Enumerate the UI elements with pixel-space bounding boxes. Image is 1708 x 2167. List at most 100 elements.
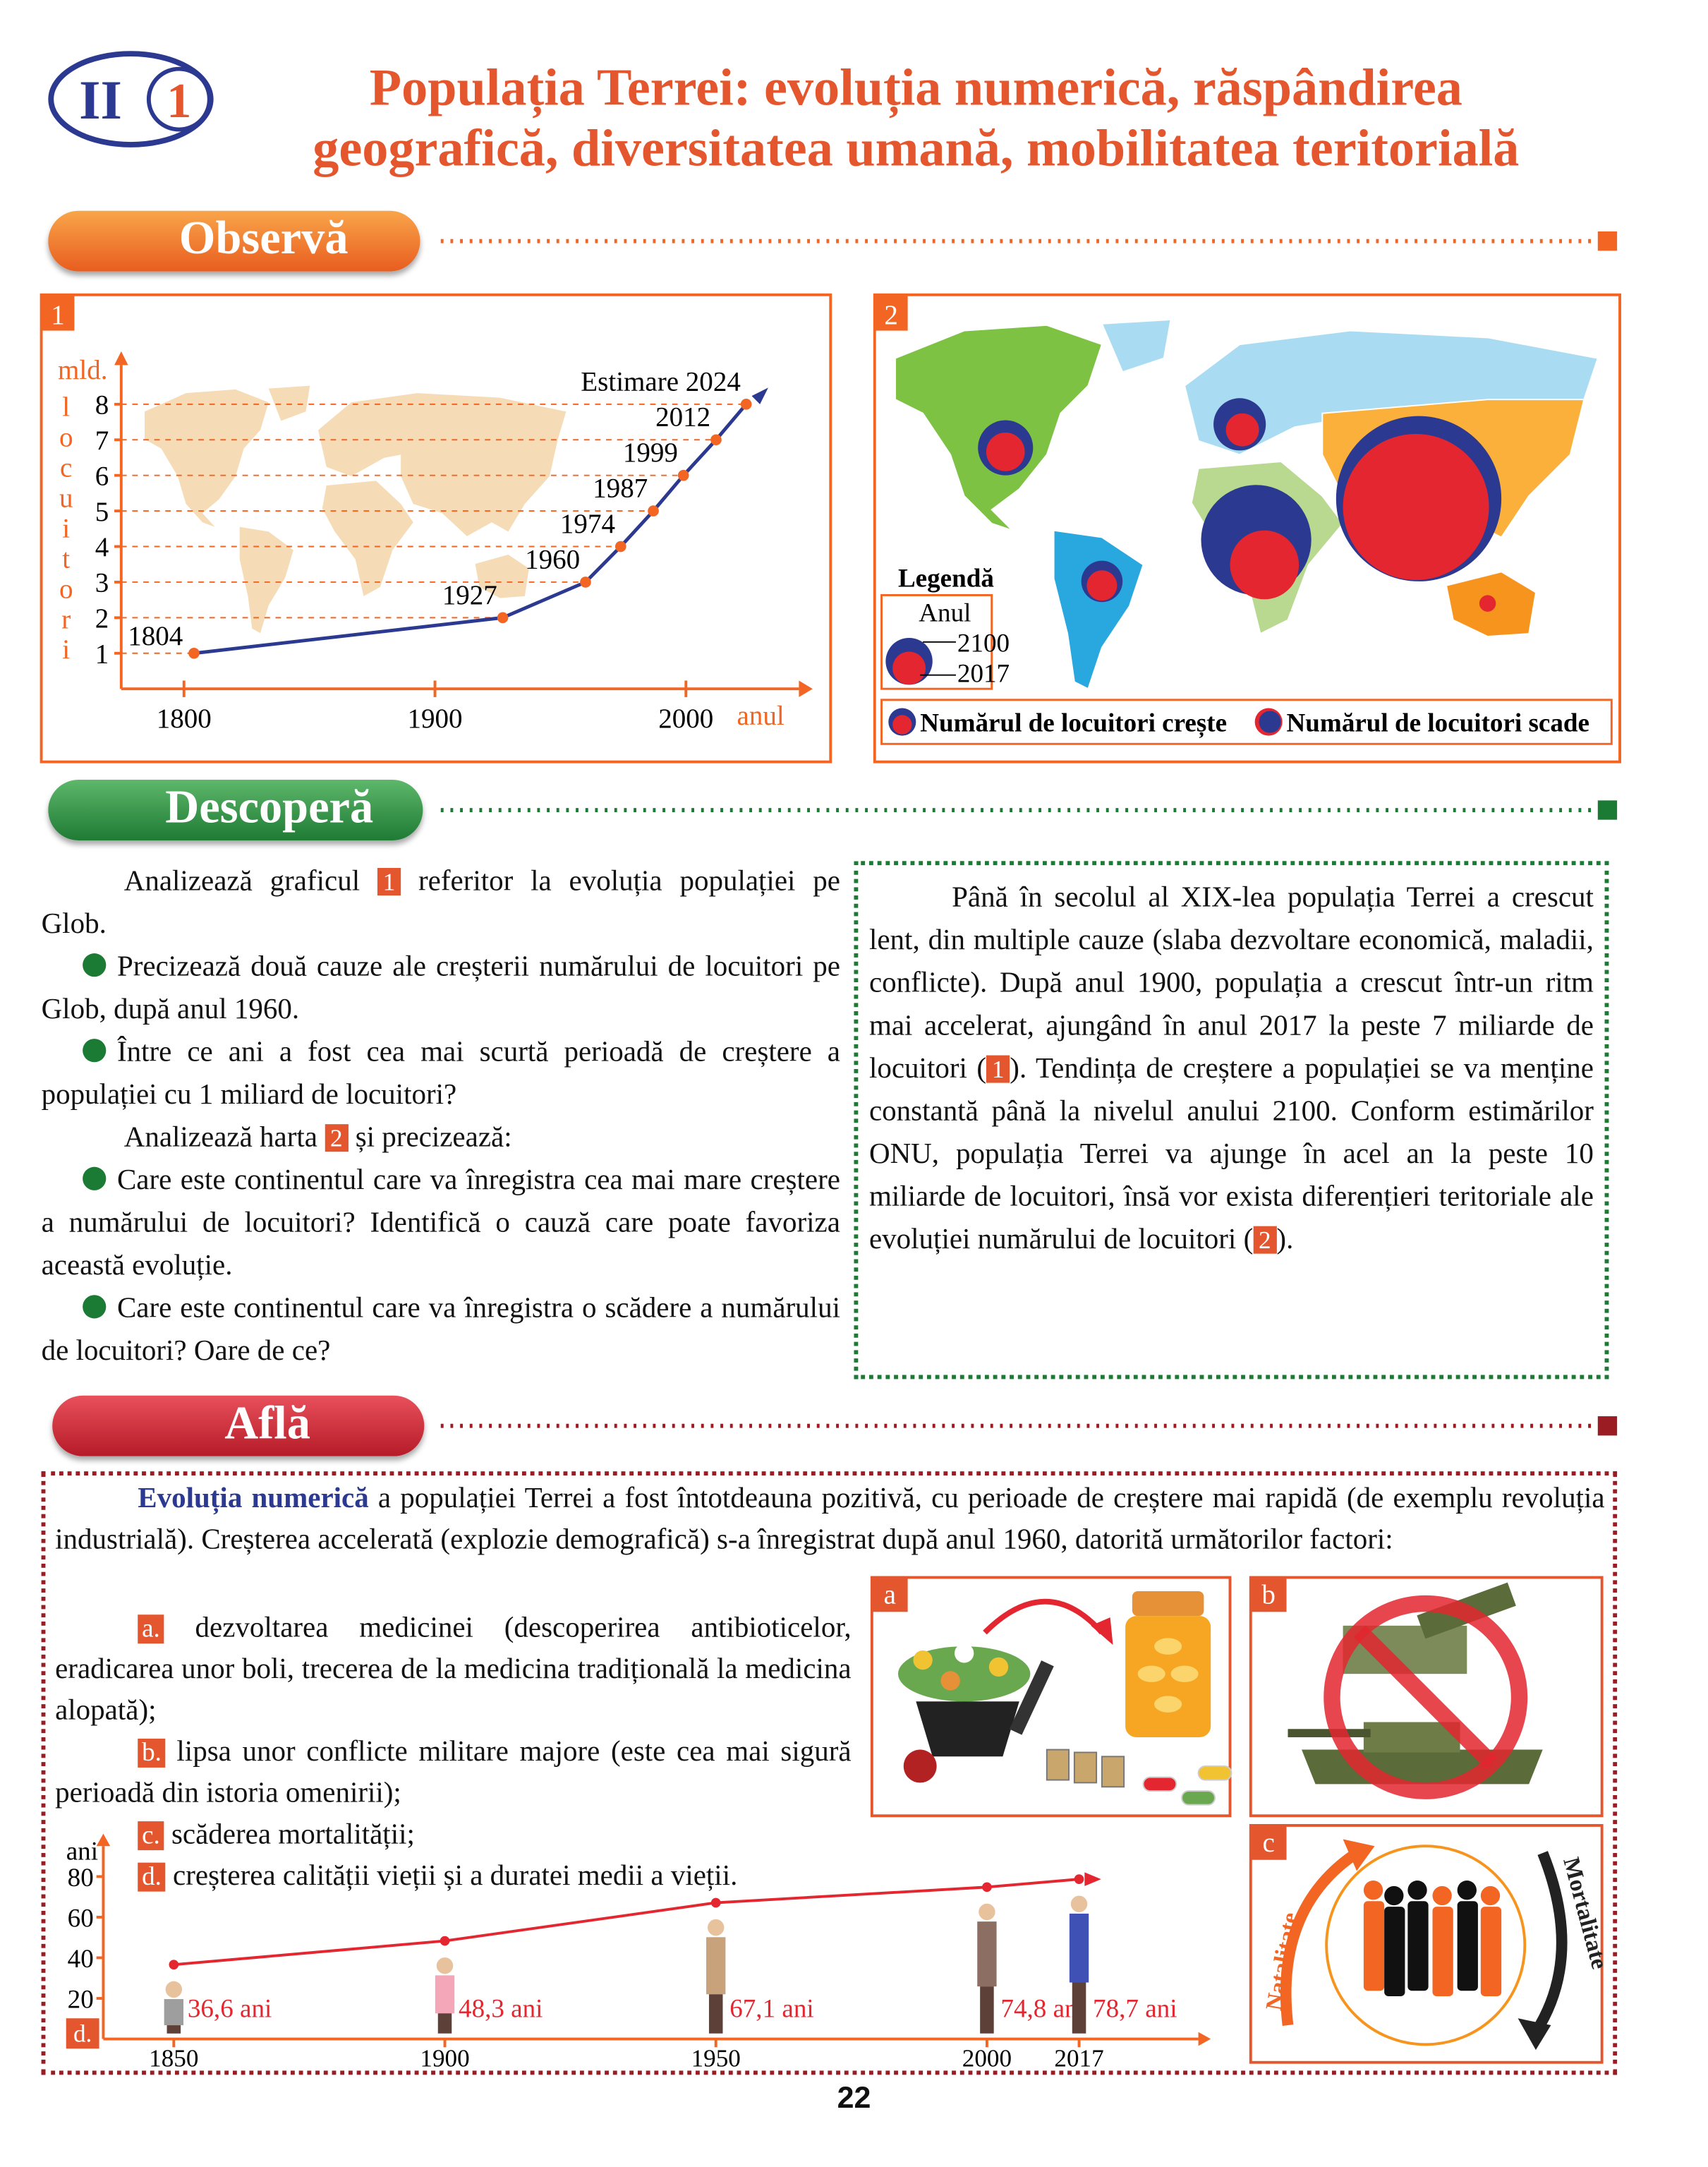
x-axis-arrow: [1198, 2032, 1211, 2046]
text: scăderea mortalității;: [164, 1817, 415, 1851]
spice-jar: [1101, 1756, 1125, 1788]
photo-label: b: [1261, 1580, 1276, 1610]
person-head: [1480, 1885, 1501, 1906]
factor-letter: b.: [138, 1738, 166, 1768]
title: geografică, diversitatea umană, mobilita…: [313, 119, 1520, 178]
key-growth: Numărul de locuitori crește: [920, 709, 1227, 739]
figure-number: 1: [51, 300, 65, 330]
x-tick-label: 1950: [691, 2045, 741, 2072]
legend-inner-label: 2017: [957, 659, 1010, 688]
capsule: [1142, 1776, 1177, 1792]
y-tick-label: 5: [95, 497, 109, 527]
key-box: [880, 699, 1613, 745]
person-head: [1363, 1881, 1383, 1900]
person-head: [436, 1957, 454, 1974]
legend-inner: [892, 651, 926, 685]
photo-label: a: [884, 1580, 896, 1610]
paragraph: Analizează graficul 1 referitor la evolu…: [42, 859, 840, 945]
y-tick-label: 20: [68, 1986, 94, 2015]
value-label: 48,3 ani: [459, 1994, 543, 2023]
pestle: [1009, 1660, 1054, 1735]
afla-box: [41, 1471, 1618, 2075]
factor-letter: d.: [138, 1862, 166, 1892]
y-tick-label: 7: [95, 425, 109, 456]
point-label: 2012: [655, 402, 710, 433]
x-tick-label: 2017: [1054, 2045, 1103, 2072]
question: Între ce ani a fost cea mai scurtă perio…: [42, 1030, 840, 1116]
question: Care este continentul care va înregistra…: [42, 1287, 840, 1372]
population-line: [193, 403, 748, 656]
key-growth-icon: [892, 715, 912, 735]
data-point: [710, 1897, 721, 1908]
value-label: 36,6 ani: [188, 1994, 272, 2023]
factor-list: a. dezvoltarea medicinei (descoperirea a…: [55, 1606, 852, 1896]
bubble-2017: [1230, 530, 1300, 600]
text: Precizează două cauze ale creșterii numă…: [41, 949, 840, 1025]
capsule: [1197, 1765, 1232, 1781]
person-head: [1457, 1881, 1477, 1900]
y-tick-label: 2: [95, 603, 109, 634]
person-body: [1069, 1913, 1089, 1983]
person-head: [979, 1903, 995, 1921]
data-point: [677, 469, 689, 481]
bullet: [83, 1039, 107, 1063]
data-point: [188, 647, 200, 659]
section-afla: Află: [52, 1395, 425, 1456]
person: [164, 1981, 183, 2034]
pill-in-bottle: [1170, 1665, 1199, 1682]
person-head: [1384, 1885, 1404, 1906]
factor: d. creșterea calității vieții și a durat…: [55, 1854, 851, 1896]
lesson-number: 1: [166, 73, 191, 128]
rule-end: [1597, 1416, 1618, 1436]
rule-end: [1597, 231, 1618, 251]
pill-in-bottle: [1154, 1696, 1182, 1713]
descopera-box: Până în secolul al XIX-lea populația Ter…: [854, 861, 1609, 1380]
person-legs: [437, 2013, 452, 2034]
text: ).: [1276, 1221, 1294, 1255]
legend-outer-label: 2100: [957, 629, 1010, 658]
person-body: [706, 1937, 726, 1995]
figure-ref: 1: [377, 868, 401, 896]
chart-tab: [66, 2018, 99, 2049]
person-head: [708, 1919, 725, 1936]
person-legs: [708, 1994, 723, 2034]
person-legs: [980, 1986, 994, 2034]
figure-ref: 2: [1253, 1226, 1277, 1254]
land-shape: [318, 393, 567, 476]
value-label: 67,1 ani: [729, 1994, 813, 2023]
x-tick-label: 2000: [658, 704, 713, 734]
x-tick-label: 1850: [149, 2045, 198, 2072]
text: referitor la evoluția populației pe Glob…: [41, 864, 840, 940]
question: Care este continentul care va înregistra…: [42, 1159, 840, 1287]
heading: Află: [224, 1398, 310, 1449]
spice-jar: [1046, 1749, 1070, 1781]
person: [1069, 1895, 1089, 2034]
figure-tab: [874, 294, 908, 331]
figure-number: 2: [884, 300, 898, 330]
mortality-arrow: [1531, 1851, 1568, 2035]
prohibition-slash: [1353, 1625, 1498, 1770]
y-axis-arrow: [114, 351, 128, 366]
data-point: [497, 612, 509, 624]
land-shape: [401, 439, 558, 536]
text: Între ce ani a fost cea mai scurtă perio…: [41, 1034, 840, 1111]
bullet: [83, 1166, 107, 1190]
title: Populația Terrei: evoluția numerică, răs…: [369, 59, 1462, 117]
natality-arrow: [1280, 1848, 1360, 2026]
continent: [1053, 529, 1144, 690]
text: dezvoltarea medicinei (descoperirea anti…: [55, 1610, 852, 1727]
x-tick-label: 1900: [420, 2045, 469, 2072]
land-shape: [239, 526, 293, 634]
x-tick-label: 2000: [962, 2045, 1012, 2072]
person-legs: [166, 2025, 181, 2034]
key-decline-icon: [1259, 711, 1281, 733]
y-axis-label: ani: [66, 1837, 98, 1866]
photo-tab: [1250, 1825, 1287, 1860]
y-tick-label: 3: [95, 568, 109, 598]
bubble-2017: [1225, 413, 1259, 447]
point-label: 1927: [442, 580, 497, 610]
person-body: [1432, 1907, 1453, 1997]
natality-arrow-head: [1343, 1839, 1375, 1871]
